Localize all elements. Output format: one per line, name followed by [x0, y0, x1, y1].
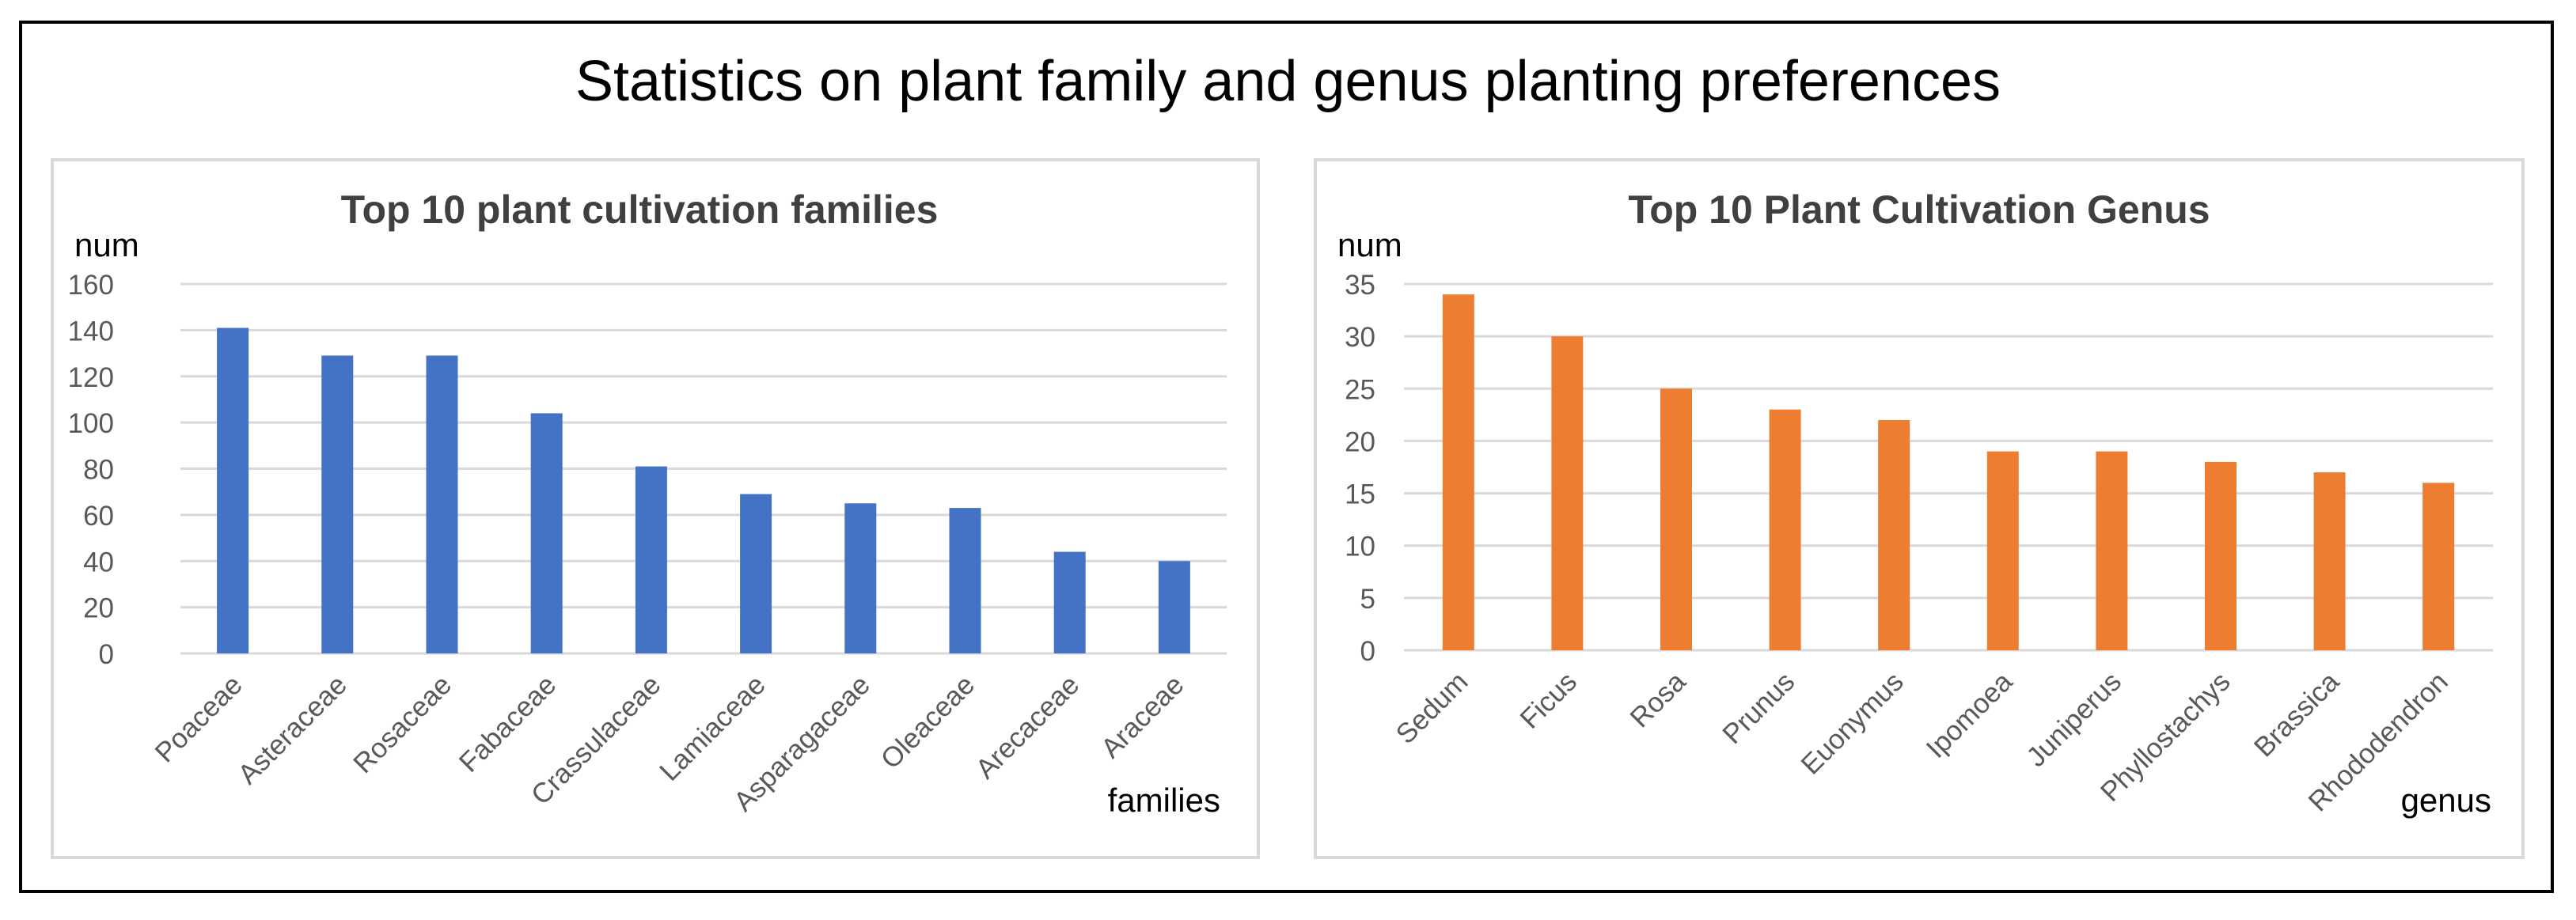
y-tick-label: 0 [99, 639, 114, 670]
x-tick-label: Ficus [1514, 666, 1583, 735]
bar-asteraceae [321, 355, 354, 653]
x-tick-label: Arecaceae [969, 669, 1085, 785]
x-tick-label: Prunus [1717, 666, 1800, 750]
y-tick-label: 15 [1345, 479, 1375, 510]
bar-arecaceae [1053, 551, 1086, 653]
x-tick-label: Araceae [1095, 669, 1190, 764]
y-tick-label: 140 [68, 316, 114, 346]
x-axis-label: genus [2401, 782, 2491, 819]
bar-ipomoea [1986, 451, 2019, 650]
y-tick-label: 160 [68, 270, 114, 301]
y-tick-label: 0 [1360, 636, 1375, 667]
bar-juniperus [2096, 451, 2128, 650]
y-axis-label: num [1337, 226, 1402, 263]
y-tick-label: 80 [83, 455, 114, 486]
bar-fabaceae [530, 413, 563, 653]
bar-euonymus [1878, 419, 1910, 650]
bar-asparagaceae [844, 503, 877, 653]
x-tick-label: Rosaceae [347, 669, 457, 779]
chart-title: Top 10 plant cultivation families [341, 187, 939, 232]
y-tick-label: 25 [1345, 374, 1375, 405]
bar-sedum [1442, 294, 1474, 650]
y-tick-label: 60 [83, 501, 114, 532]
x-tick-label: Asteraceae [232, 669, 353, 790]
bar-ficus [1551, 336, 1584, 650]
genus-bar-chart: Top 10 Plant Cultivation Genus num 0 5 10 15 2… [1337, 187, 2493, 819]
bar-araceae [1158, 561, 1190, 653]
y-tick-label: 30 [1345, 322, 1375, 353]
x-tick-label: Rosa [1624, 666, 1692, 734]
main-title: Statistics on plant family and genus pla… [575, 50, 2001, 113]
y-tick-label: 20 [83, 593, 114, 624]
x-axis-label: families [1108, 782, 1220, 819]
x-tick-label: Fabaceae [453, 669, 563, 778]
x-tick-label: Brassica [2248, 666, 2346, 763]
y-tick-label: 35 [1345, 270, 1375, 301]
bar-lamiaceae [740, 494, 772, 653]
bar-crassulaceae [635, 466, 667, 653]
genus-chart-panel: Top 10 Plant Cultivation Genus num 0 5 10 15 2… [1314, 158, 2525, 859]
bar-rosa [1660, 388, 1692, 650]
x-tick-label: Euonymus [1795, 666, 1910, 781]
y-tick-label: 100 [68, 408, 114, 439]
x-tick-label: Sedum [1390, 666, 1474, 750]
x-tick-label: Juniperus [2020, 666, 2127, 773]
x-tick-label: Oleaceae [875, 669, 981, 775]
bar-prunus [1769, 409, 1801, 650]
bar-rosaceae [426, 355, 458, 653]
y-tick-label: 40 [83, 547, 114, 577]
bar-rhododendron [2422, 483, 2455, 650]
figure-frame [19, 21, 2554, 893]
chart-title: Top 10 Plant Cultivation Genus [1628, 187, 2210, 232]
families-chart-panel: Top 10 plant cultivation families num 0 20 4… [51, 158, 1260, 859]
bar-oleaceae [949, 508, 981, 653]
bar-poaceae [217, 327, 249, 653]
bar-phyllostachys [2205, 461, 2236, 650]
families-bar-chart: Top 10 plant cultivation families num 0 20 4… [68, 187, 1227, 819]
y-tick-label: 5 [1360, 584, 1375, 615]
x-tick-label: Poaceae [149, 669, 248, 768]
x-tick-label: Ipomoea [1921, 666, 2019, 764]
y-tick-label: 10 [1345, 532, 1375, 562]
y-axis-label: num [74, 226, 139, 263]
y-tick-label: 20 [1345, 426, 1375, 457]
y-tick-label: 120 [68, 362, 114, 393]
bar-brassica [2313, 472, 2346, 650]
